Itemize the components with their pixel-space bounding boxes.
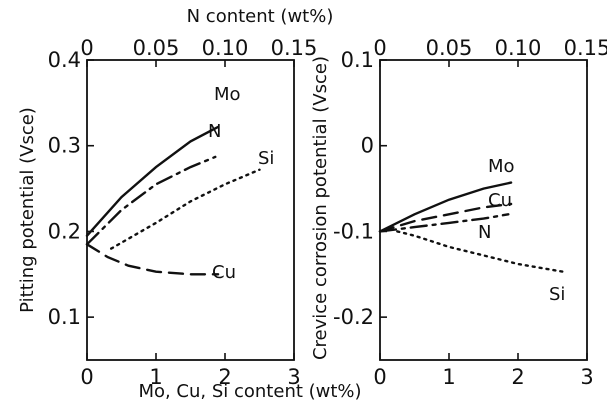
pitting-chart: Pitting potential (Vsce) 0 1 2 3 0 0.05 0.10 0.…: [17, 36, 317, 389]
top-axis-title: N content (wt%): [187, 6, 334, 27]
x-tick-label: 3: [287, 365, 300, 389]
series-label-si: Si: [258, 148, 274, 169]
x2-tick-label: 0.15: [271, 36, 318, 60]
pitting-marks: 0 1 2 3 0 0.05 0.10 0.15 0.1 0.2 0.3 0.4 Mo N Si Cu: [48, 36, 318, 389]
series-label-cu: Cu: [488, 190, 512, 211]
x-tick-label: 3: [580, 365, 593, 389]
series-label-mo: Mo: [488, 156, 515, 177]
x2-tick-label: 0.05: [133, 36, 180, 60]
series-label-n: N: [208, 121, 221, 142]
x-tick-label: 2: [218, 365, 231, 389]
series-line-cu: [378, 202, 513, 233]
series-label-n: N: [478, 222, 491, 243]
pitting-plot-frame: [86, 59, 295, 361]
crevice-chart: Crevice corrosion potential (Vsce) 0 1 2 3 0…: [310, 36, 607, 389]
series-label-cu: Cu: [212, 262, 236, 283]
series-line-si: [396, 230, 565, 273]
x2-tick-label: 0.05: [426, 36, 473, 60]
y-tick-label: 0.4: [48, 48, 81, 72]
y-tick-label: -0.2: [333, 305, 374, 329]
x-tick-label: 0: [373, 365, 386, 389]
x2-tick-label: 0.10: [495, 36, 542, 60]
x-tick-label: 1: [149, 365, 162, 389]
x-tick-label: 2: [511, 365, 524, 389]
series-line-mo: [85, 125, 220, 237]
y-tick-label: 0: [361, 134, 374, 158]
x-tick-label: 1: [442, 365, 455, 389]
crevice-y-axis-title: Crevice corrosion potential (Vsce): [310, 56, 331, 360]
x2-tick-label: 0: [80, 36, 93, 60]
x2-tick-label: 0.15: [564, 36, 607, 60]
y-tick-label: -0.1: [333, 219, 374, 243]
x-tick-label: 0: [80, 365, 93, 389]
crevice-plot-frame: [379, 59, 588, 361]
series-line-mo: [378, 181, 513, 233]
series-label-mo: Mo: [214, 84, 241, 105]
y-tick-label: 0.1: [48, 305, 81, 329]
series-line-n: [378, 213, 510, 233]
y-tick-label: 0.2: [48, 219, 81, 243]
series-line-si: [109, 168, 261, 250]
series-line-cu: [85, 243, 220, 276]
y-tick-label: 0.3: [48, 134, 81, 158]
x2-tick-label: 0.10: [202, 36, 249, 60]
x2-tick-label: 0: [373, 36, 386, 60]
y-tick-label: 0.1: [341, 48, 374, 72]
series-line-n: [85, 155, 217, 246]
series-label-si: Si: [549, 284, 565, 305]
pitting-y-axis-title: Pitting potential (Vsce): [17, 107, 38, 313]
bottom-axis-title: Mo, Cu, Si content (wt%): [138, 381, 361, 402]
